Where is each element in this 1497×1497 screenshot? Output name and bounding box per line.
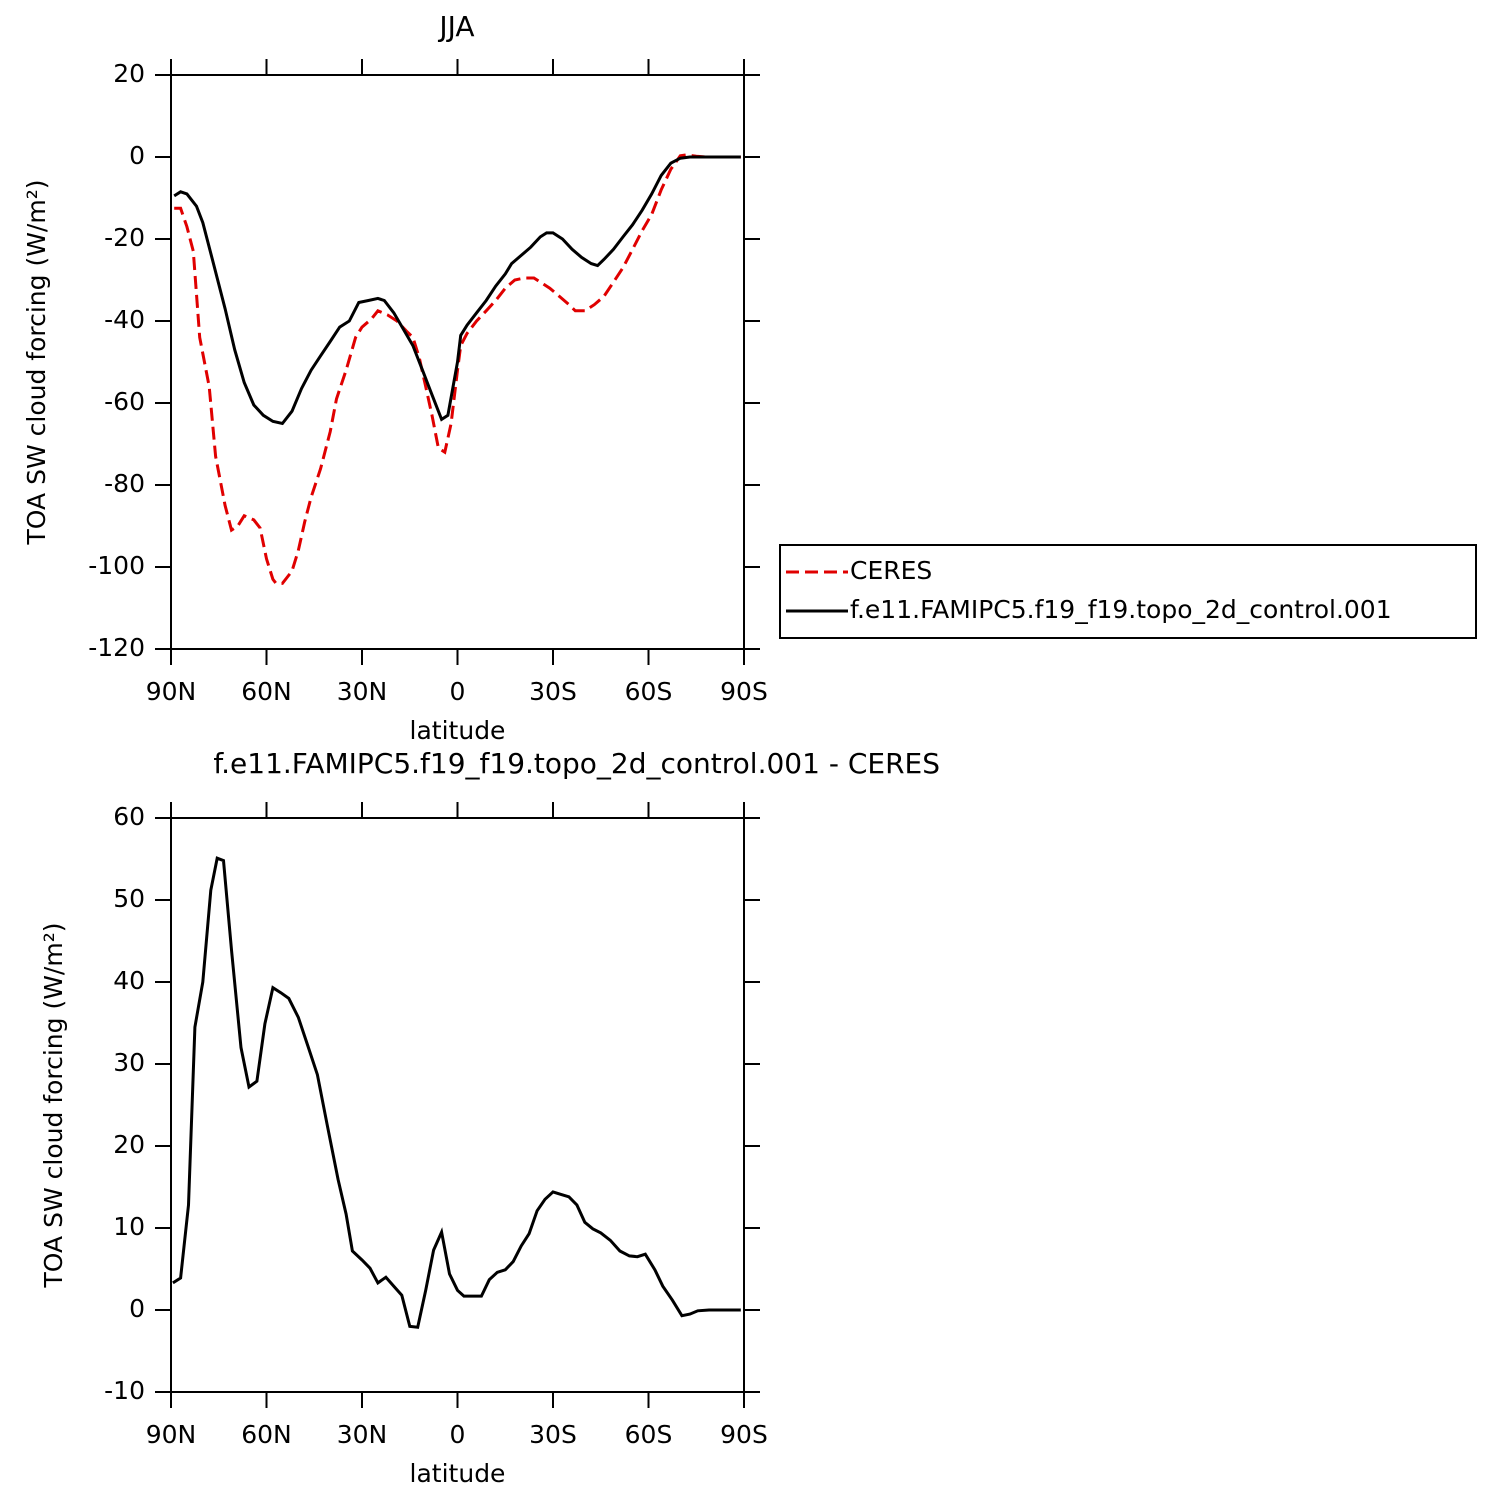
x-tick-label: 90S <box>720 1420 768 1449</box>
legend-label: f.e11.FAMIPC5.f19_f19.topo_2d_control.00… <box>850 595 1392 624</box>
y-tick-label: 30 <box>113 1048 145 1077</box>
series-line <box>174 153 741 585</box>
chart-title: JJA <box>437 10 474 43</box>
x-tick-label: 30S <box>529 677 577 706</box>
x-tick-label: 30S <box>529 1420 577 1449</box>
x-tick-label: 90N <box>146 677 197 706</box>
y-tick-label: 20 <box>113 59 145 88</box>
x-tick-label: 30N <box>337 677 388 706</box>
y-tick-label: 20 <box>113 1130 145 1159</box>
y-tick-label: -120 <box>88 633 145 662</box>
x-tick-label: 90N <box>146 1420 197 1449</box>
y-tick-label: -10 <box>104 1376 145 1405</box>
x-axis-label: latitude <box>410 1459 506 1488</box>
y-tick-label: 10 <box>113 1212 145 1241</box>
x-tick-label: 0 <box>450 677 466 706</box>
y-tick-label: -40 <box>104 305 145 334</box>
y-tick-label: 50 <box>113 884 145 913</box>
y-tick-label: 0 <box>129 1294 145 1323</box>
legend-box <box>779 544 1477 639</box>
x-tick-label: 60N <box>241 677 292 706</box>
y-tick-label: -60 <box>104 387 145 416</box>
series-line <box>173 155 741 426</box>
x-tick-label: 60N <box>241 1420 292 1449</box>
x-tick-label: 30N <box>337 1420 388 1449</box>
y-axis-label: TOA SW cloud forcing (W/m²) <box>39 923 68 1289</box>
y-tick-label: -20 <box>104 223 145 252</box>
y-tick-label: 40 <box>113 966 145 995</box>
x-tick-label: 0 <box>450 1420 466 1449</box>
chart-title: f.e11.FAMIPC5.f19_f19.topo_2d_control.00… <box>213 747 940 780</box>
series-line <box>172 856 741 1329</box>
y-tick-label: 0 <box>129 141 145 170</box>
x-tick-label: 60S <box>625 1420 673 1449</box>
x-tick-label: 60S <box>625 677 673 706</box>
y-tick-label: -100 <box>88 551 145 580</box>
x-axis-label: latitude <box>410 716 506 745</box>
legend-label: CERES <box>850 556 932 585</box>
y-tick-label: 60 <box>113 802 145 831</box>
legend: CERES f.e11.FAMIPC5.f19_f19.topo_2d_contr… <box>779 544 1477 639</box>
y-axis-label: TOA SW cloud forcing (W/m²) <box>22 180 51 546</box>
plot-frame <box>170 817 745 1393</box>
y-tick-label: -80 <box>104 469 145 498</box>
x-tick-label: 90S <box>720 677 768 706</box>
